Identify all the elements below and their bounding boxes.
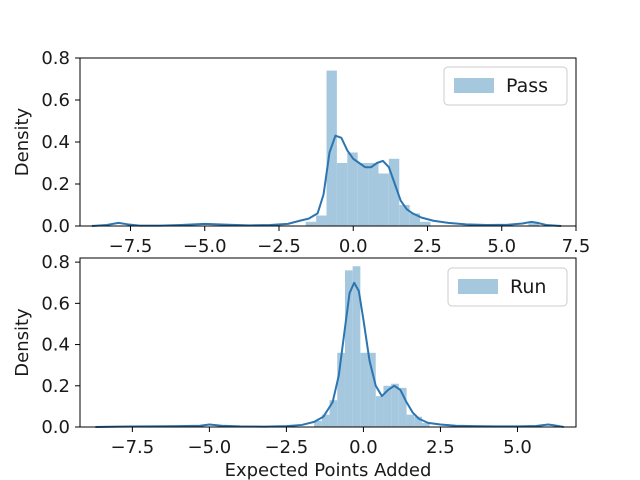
y-tick-label: 0.6 xyxy=(41,293,70,314)
x-tick-label: 5.0 xyxy=(487,236,516,257)
x-axis-title: Expected Points Added xyxy=(225,460,432,480)
legend: Run xyxy=(447,267,568,307)
histogram-bar xyxy=(388,158,400,226)
x-tick-label: −2.5 xyxy=(257,236,301,257)
histogram-bar xyxy=(378,173,389,226)
y-tick-label: 0.6 xyxy=(41,90,70,111)
x-tick-label: 5.0 xyxy=(503,437,532,458)
histogram-bar xyxy=(368,352,376,427)
histogram-bar xyxy=(406,414,415,427)
histogram-bar xyxy=(337,352,345,427)
y-tick-label: 0.8 xyxy=(41,252,70,273)
histogram-bar xyxy=(344,270,353,427)
y-tick-label: 0.0 xyxy=(41,216,70,237)
histogram-bar xyxy=(357,163,369,226)
histogram-bar xyxy=(421,422,430,427)
histogram-bar xyxy=(329,400,338,427)
x-tick-label: 2.5 xyxy=(426,437,455,458)
histogram-bar xyxy=(347,152,358,226)
histogram-bar xyxy=(316,215,327,226)
histogram-bar xyxy=(409,213,421,226)
histogram-bar xyxy=(399,205,410,226)
y-tick-label: 0.4 xyxy=(41,335,70,356)
x-tick-label: −7.5 xyxy=(111,437,155,458)
y-axis-title: Density xyxy=(12,107,33,176)
legend-label: Run xyxy=(510,276,546,298)
histogram-bar xyxy=(528,221,539,226)
x-tick-label: 0.0 xyxy=(339,236,368,257)
histogram-bar xyxy=(314,420,322,427)
kde-line xyxy=(95,281,564,428)
histogram-bar xyxy=(368,163,379,226)
y-axis-title: Density xyxy=(12,308,33,377)
histogram-bar xyxy=(383,385,392,427)
y-tick-label: 0.2 xyxy=(41,376,70,397)
histogram-bar xyxy=(321,414,330,427)
x-tick-label: −5.0 xyxy=(183,236,227,257)
pass-panel: 0.0 0.2 0.4 0.6 0.8 −7.5 −5.0 −2.5 0.0 2.5 5.0 7.5 D… xyxy=(12,48,590,257)
legend-swatch xyxy=(454,78,494,93)
histogram-bar xyxy=(391,383,399,427)
legend-swatch xyxy=(458,279,498,294)
histogram-bar xyxy=(398,387,407,427)
x-tick-label: 7.5 xyxy=(562,236,591,257)
histogram-bar xyxy=(352,266,361,427)
x-tick-label: 2.5 xyxy=(413,236,442,257)
histogram-bar xyxy=(420,221,431,226)
x-tick-label: −7.5 xyxy=(109,236,153,257)
kde-line xyxy=(91,134,562,227)
histogram-bar xyxy=(305,221,317,226)
histogram-bar xyxy=(375,396,384,427)
y-tick-label: 0.0 xyxy=(41,417,70,438)
axes-frame xyxy=(79,257,577,428)
histogram-bar xyxy=(336,163,348,226)
x-tick-label: 0.0 xyxy=(349,437,378,458)
legend-box xyxy=(443,66,568,106)
histogram-bar xyxy=(360,352,369,427)
y-tick-label: 0.2 xyxy=(41,174,70,195)
legend-box xyxy=(447,267,568,307)
y-tick-label: 0.4 xyxy=(41,132,70,153)
x-tick-label: −2.5 xyxy=(265,437,309,458)
legend-label: Pass xyxy=(506,75,548,97)
legend: Pass xyxy=(443,66,568,106)
run-panel: 0.0 0.2 0.4 0.6 0.8 −7.5 −5.0 −2.5 0.0 2.5 5.0 Dens… xyxy=(12,252,577,480)
histogram-bar xyxy=(414,416,422,427)
x-tick-label: −5.0 xyxy=(188,437,232,458)
y-tick-label: 0.8 xyxy=(41,48,70,69)
